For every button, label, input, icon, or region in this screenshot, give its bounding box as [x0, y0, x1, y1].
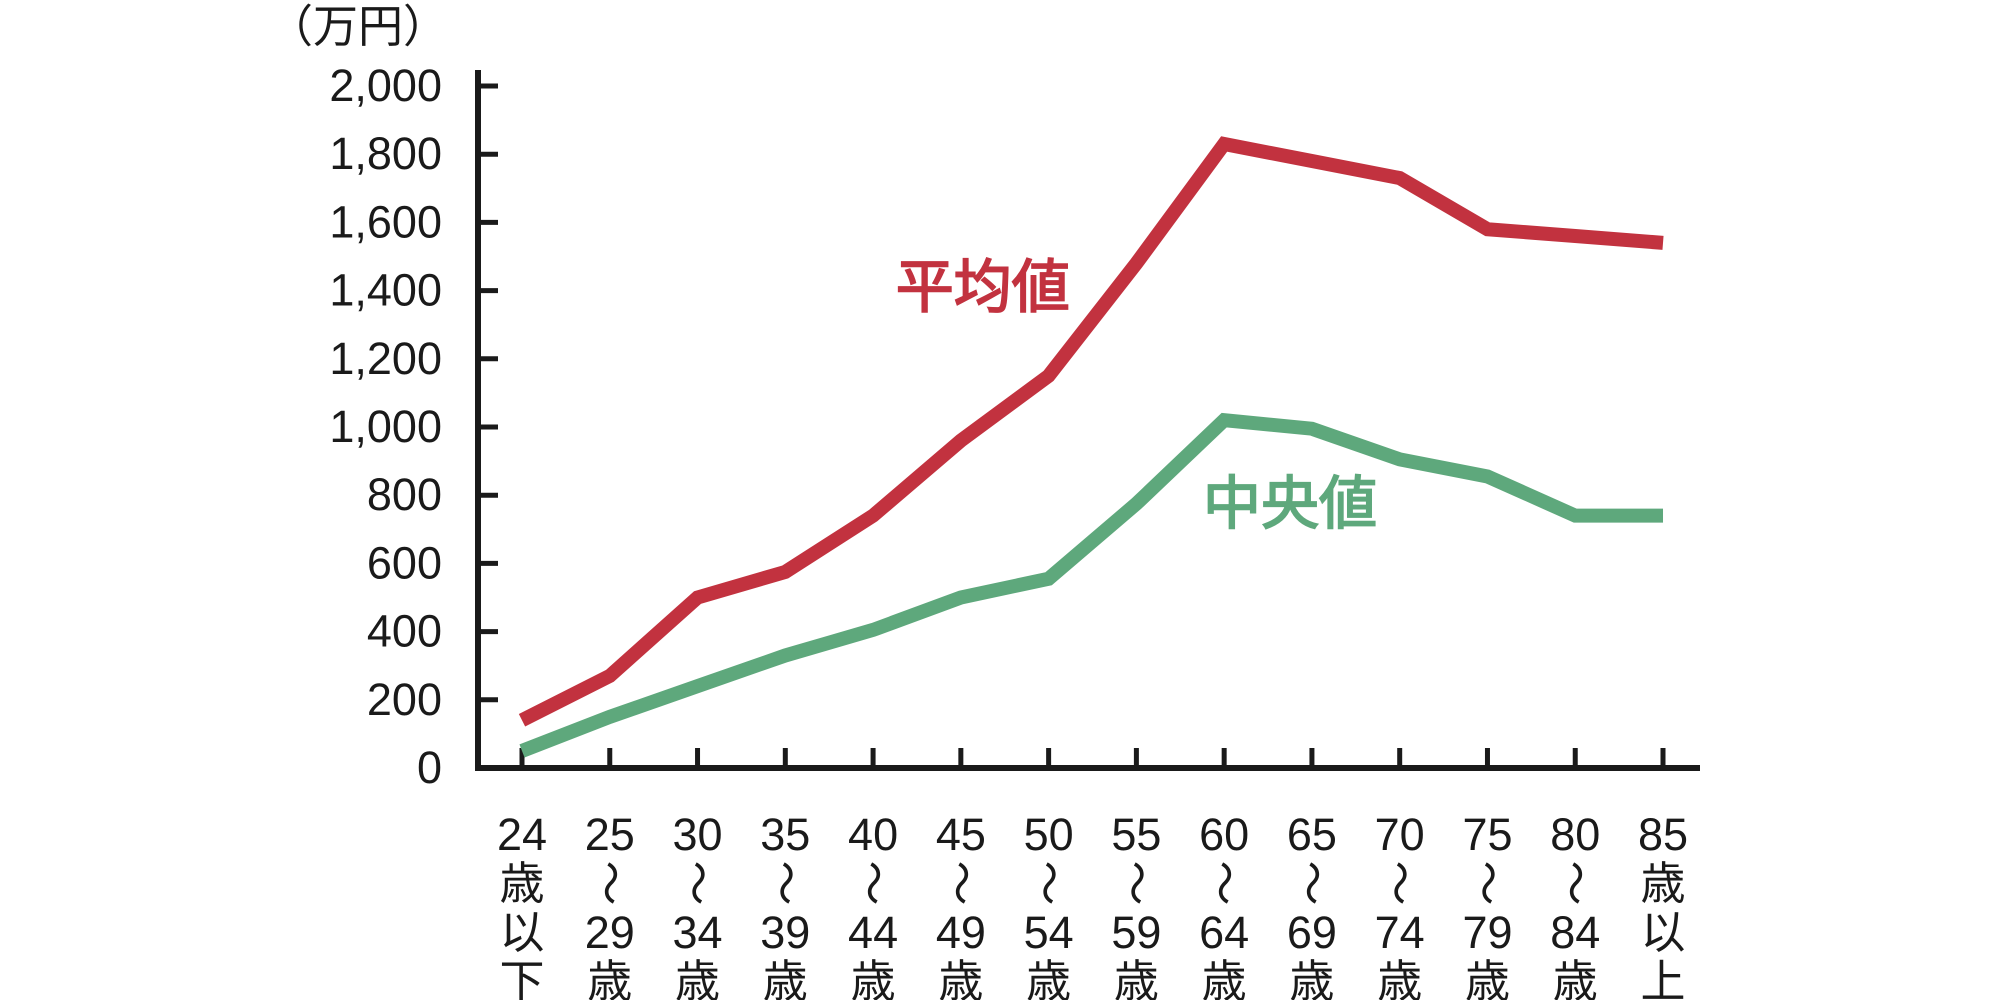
x-tick-label-line: 55 — [1111, 809, 1161, 860]
x-tick-label-line: 45 — [936, 809, 986, 860]
x-tick-label-line: 40 — [848, 809, 898, 860]
x-tick-label-range-dash: 〜 — [1286, 860, 1337, 905]
y-tick-label: 400 — [367, 606, 442, 657]
x-tick-label-line: 歳 — [1289, 956, 1334, 1000]
x-tick-label-line: 44 — [848, 907, 898, 958]
x-tick-label-line: 74 — [1375, 907, 1425, 958]
x-tick-label-line: 歳 — [1465, 956, 1510, 1000]
x-tick-label-range-dash: 〜 — [759, 860, 810, 905]
x-tick-label-line: 歳 — [1202, 956, 1247, 1000]
x-tick-label-line: 39 — [760, 907, 810, 958]
mean-series-label: 平均値 — [896, 255, 1070, 320]
y-tick-label: 1,800 — [329, 128, 442, 179]
x-tick-label-line: 歳 — [1641, 858, 1686, 909]
x-tick-label-line: 歳 — [1377, 956, 1422, 1000]
y-tick-label: 1,000 — [329, 401, 442, 452]
y-tick-label: 1,200 — [329, 333, 442, 384]
x-tick-label-line: 歳 — [1026, 956, 1071, 1000]
x-tick-label-line: 歳 — [675, 956, 720, 1000]
x-tick-label-range-dash: 〜 — [1374, 860, 1425, 905]
x-tick-label-line: 以 — [499, 907, 544, 958]
x-tick-label-line: 歳 — [851, 956, 896, 1000]
x-tick-label-range-dash: 〜 — [1549, 860, 1600, 905]
y-tick-label: 200 — [367, 674, 442, 725]
x-tick-label-line: 64 — [1199, 907, 1249, 958]
x-tick-label-line: 79 — [1462, 907, 1512, 958]
x-tick-label-line: 25 — [585, 809, 635, 860]
x-tick-label-line: 35 — [760, 809, 810, 860]
x-tick-label-line: 以 — [1641, 907, 1686, 958]
x-tick-label-line: 50 — [1024, 809, 1074, 860]
x-tick-label-line: 84 — [1550, 907, 1600, 958]
x-tick-label-line: 65 — [1287, 809, 1337, 860]
x-tick-label-line: 下 — [499, 956, 544, 1000]
x-tick-label-line: 60 — [1199, 809, 1249, 860]
x-tick-label-line: 上 — [1641, 956, 1686, 1000]
y-tick-label: 1,400 — [329, 265, 442, 316]
y-tick-label: 0 — [417, 742, 442, 793]
x-tick-label-range-dash: 〜 — [672, 860, 723, 905]
x-tick-label-line: 24 — [497, 809, 547, 860]
y-tick-label: 2,000 — [329, 60, 442, 111]
mean-series-line — [518, 136, 1664, 727]
x-tick-label-range-dash: 〜 — [584, 860, 635, 905]
x-tick-label-line: 29 — [585, 907, 635, 958]
x-tick-label-line: 30 — [673, 809, 723, 860]
x-tick-label-line: 歳 — [587, 956, 632, 1000]
y-axis-unit-label: （万円） — [268, 1, 448, 52]
x-tick-label-range-dash: 〜 — [1110, 860, 1161, 905]
x-tick-label-range-dash: 〜 — [847, 860, 898, 905]
x-tick-label-line: 34 — [673, 907, 723, 958]
x-tick-label-line: 歳 — [1553, 956, 1598, 1000]
x-tick-label-line: 歳 — [499, 858, 544, 909]
x-tick-label-line: 80 — [1550, 809, 1600, 860]
x-tick-label-line: 85 — [1638, 809, 1688, 860]
x-tick-label-range-dash: 〜 — [935, 860, 986, 905]
x-tick-label-range-dash: 〜 — [1023, 860, 1074, 905]
x-tick-label-line: 75 — [1462, 809, 1512, 860]
axes-line — [475, 70, 1700, 771]
median-series-label: 中央値 — [1203, 472, 1377, 537]
y-tick-label: 600 — [367, 537, 442, 588]
x-tick-label-line: 54 — [1024, 907, 1074, 958]
median-series-line — [519, 412, 1664, 758]
x-tick-label-line: 59 — [1111, 907, 1161, 958]
y-tick-label: 1,600 — [329, 196, 442, 247]
x-tick-label-line: 歳 — [1114, 956, 1159, 1000]
x-tick-label-range-dash: 〜 — [1198, 860, 1249, 905]
x-tick-label-line: 70 — [1375, 809, 1425, 860]
x-tick-label-line: 69 — [1287, 907, 1337, 958]
x-tick-label-line: 歳 — [763, 956, 808, 1000]
y-tick-label: 800 — [367, 469, 442, 520]
x-tick-label-line: 歳 — [938, 956, 983, 1000]
x-tick-label-line: 49 — [936, 907, 986, 958]
x-tick-label-range-dash: 〜 — [1461, 860, 1512, 905]
